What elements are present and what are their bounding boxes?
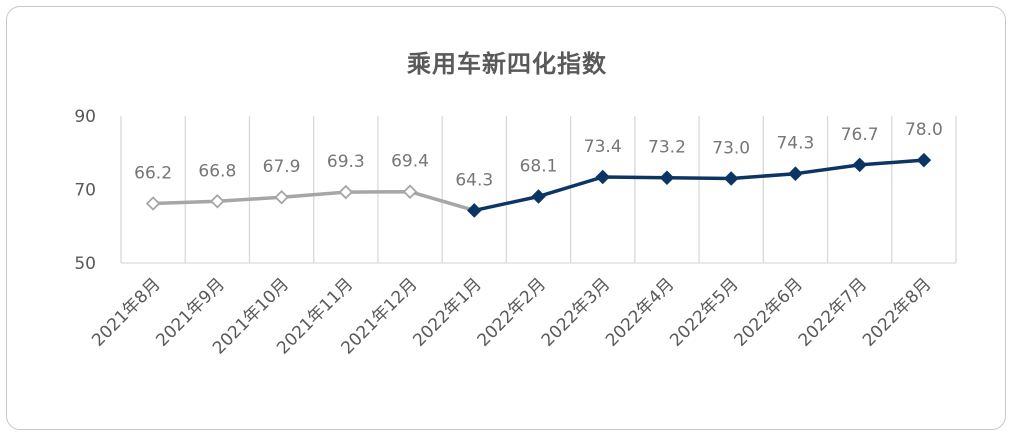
x-axis: 2021年8月2021年9月2021年10月2021年11月2021年12月20… [88, 274, 935, 358]
data-label: 66.8 [198, 161, 236, 181]
data-label: 67.9 [263, 157, 301, 177]
data-label: 73.4 [584, 137, 622, 157]
data-point-marker [531, 189, 546, 204]
data-point-marker [466, 203, 482, 218]
x-tick-label: 2022年5月 [666, 274, 742, 350]
y-tick-label: 70 [74, 181, 96, 201]
series-lines [151, 158, 926, 213]
x-tick-label: 2022年3月 [538, 274, 614, 350]
data-point-marker [595, 169, 611, 185]
series-markers [145, 152, 932, 218]
data-point-marker [402, 184, 418, 199]
data-labels: 66.2 66.8 67.9 69.3 69.4 64.3 68.1 73.4 73.2 73.0… [134, 120, 943, 190]
data-point-marker [274, 189, 289, 205]
chart-title: 乘用车新四化指数 [407, 50, 607, 78]
x-tick-label: 2021年8月 [88, 274, 164, 350]
series-line [472, 158, 926, 213]
data-point-marker [723, 171, 739, 186]
data-point-marker [338, 184, 354, 200]
data-label: 73.0 [712, 138, 750, 158]
data-label: 69.3 [327, 152, 365, 172]
x-tick-label: 2022年7月 [795, 274, 871, 350]
x-tick-label: 2022年6月 [731, 274, 807, 350]
y-tick-label: 90 [74, 107, 96, 127]
data-label: 66.2 [134, 163, 172, 183]
y-tick-label: 50 [74, 254, 96, 274]
data-point-marker [210, 193, 225, 209]
x-tick-label: 2022年8月 [859, 274, 935, 350]
data-label: 78.0 [905, 120, 943, 140]
data-point-marker [916, 152, 932, 168]
x-tick-label: 2022年1月 [409, 274, 485, 350]
data-point-marker [852, 157, 867, 173]
x-tick-label: 2022年4月 [602, 274, 678, 350]
data-label: 76.7 [841, 125, 879, 145]
data-point-marker [788, 166, 803, 181]
series-line [151, 189, 477, 213]
data-label: 73.2 [648, 138, 686, 158]
x-tick-label: 2022年2月 [474, 274, 550, 350]
grid-lines [120, 116, 957, 264]
y-axis: 50 70 90 [74, 107, 96, 274]
data-label: 64.3 [455, 170, 493, 190]
data-label: 74.3 [776, 134, 814, 154]
data-label: 69.4 [391, 152, 429, 172]
data-label: 68.1 [520, 156, 558, 176]
data-point-marker [659, 170, 675, 186]
data-point-marker [145, 196, 161, 211]
